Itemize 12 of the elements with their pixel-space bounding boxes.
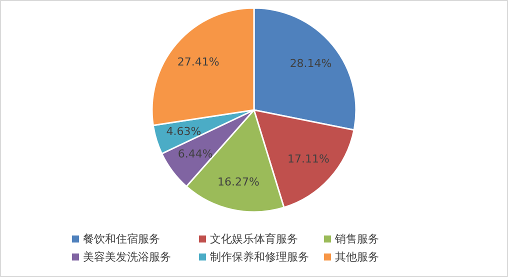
data-label: 28.14% <box>290 56 332 70</box>
legend-label: 制作保养和修理服务 <box>210 250 309 264</box>
data-label: 16.27% <box>218 175 260 188</box>
data-label: 4.63% <box>166 124 202 138</box>
legend-label: 销售服务 <box>334 232 379 246</box>
legend-label: 餐饮和住宿服务 <box>83 232 160 246</box>
legend-label: 美容美发洗浴服务 <box>83 250 171 264</box>
data-label: 27.41% <box>177 56 220 69</box>
legend-label: 文化娱乐体育服务 <box>210 232 298 246</box>
data-label: 17.11% <box>288 152 330 166</box>
data-label: 6.44% <box>178 148 213 161</box>
legend-label: 其他服务 <box>335 250 379 264</box>
